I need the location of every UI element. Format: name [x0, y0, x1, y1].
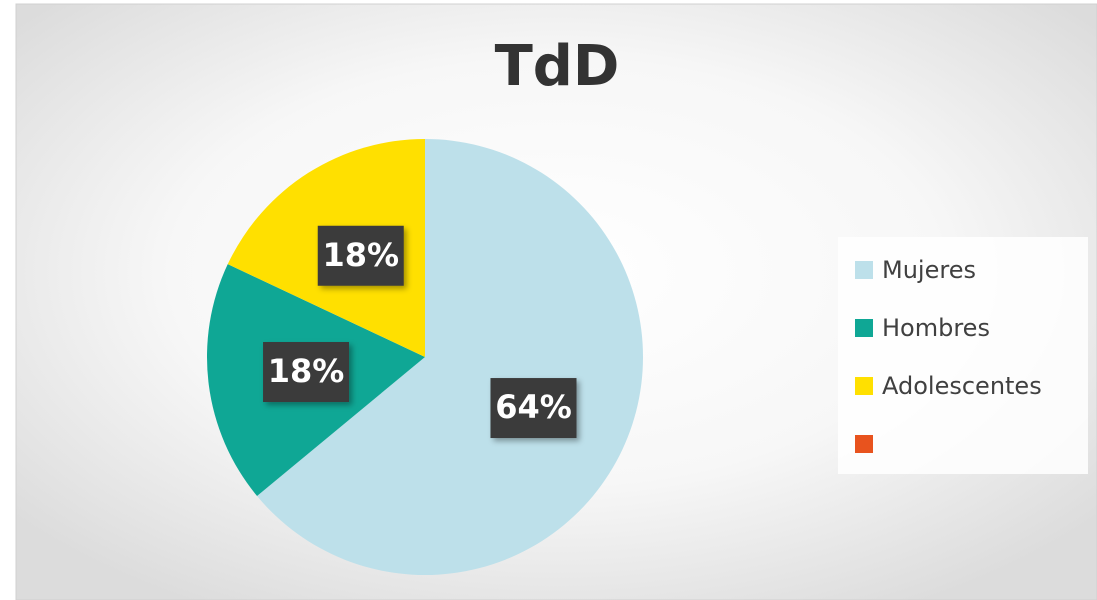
- chart-title: TdD: [495, 34, 620, 99]
- data-label-box: [490, 378, 577, 439]
- data-label-box: [263, 342, 350, 403]
- legend-swatch: [855, 319, 873, 337]
- pie-slice: [257, 139, 643, 576]
- data-label: 18%: [268, 352, 345, 390]
- data-label-box: [317, 225, 404, 286]
- legend: [838, 237, 1088, 474]
- legend-label: Mujeres: [882, 256, 976, 284]
- legend-label: Hombres: [882, 314, 990, 342]
- legend-swatch: [855, 377, 873, 395]
- data-label: 18%: [322, 236, 399, 274]
- data-label: 64%: [495, 388, 572, 426]
- legend-label: Adolescentes: [882, 372, 1042, 400]
- legend-swatch: [855, 435, 873, 453]
- legend-swatch: [855, 261, 873, 279]
